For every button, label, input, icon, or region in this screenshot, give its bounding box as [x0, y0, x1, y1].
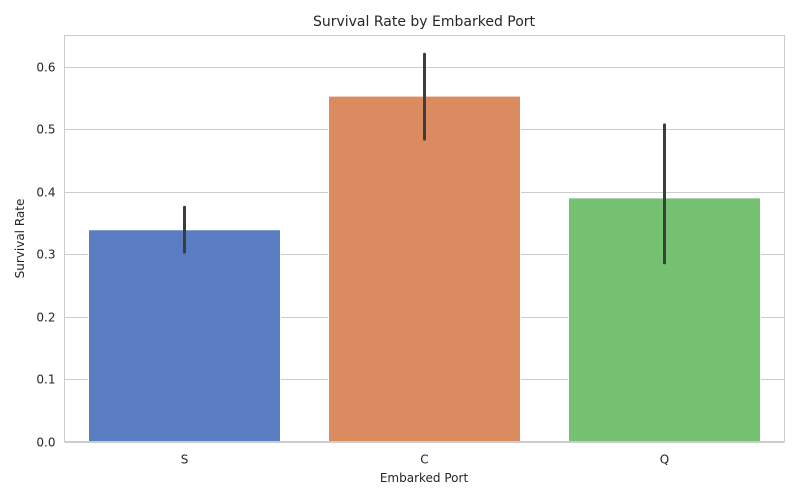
- y-tick-label: 0.1: [36, 373, 55, 387]
- x-tick-label-C: C: [420, 453, 428, 467]
- y-tick-label: 0.5: [36, 123, 55, 137]
- chart-title: Survival Rate by Embarked Port: [313, 14, 536, 30]
- bar-S: [88, 229, 281, 442]
- y-tick-label: 0.3: [36, 248, 55, 262]
- y-axis-ticks: 0.0 0.1 0.2 0.3 0.4 0.5 0.6: [36, 61, 55, 450]
- y-tick-label: 0.4: [36, 186, 55, 200]
- y-tick-label: 0.6: [36, 61, 55, 75]
- bar-C: [328, 95, 521, 442]
- x-tick-label-S: S: [181, 453, 189, 467]
- y-tick-label: 0.2: [36, 311, 55, 325]
- plot-frame: [64, 35, 785, 442]
- error-bars: [183, 52, 666, 265]
- bars: [88, 95, 761, 442]
- y-tick-label: 0.0: [36, 436, 55, 450]
- x-tick-label-Q: Q: [660, 453, 669, 467]
- x-axis-label: Embarked Port: [380, 471, 469, 485]
- y-axis-label: Survival Rate: [13, 199, 27, 279]
